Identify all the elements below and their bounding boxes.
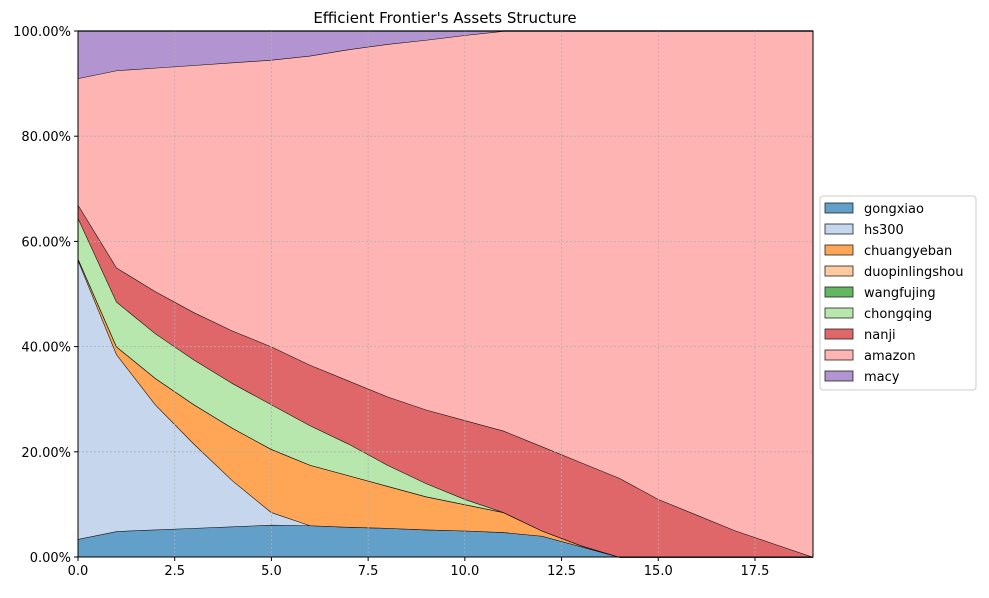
legend-swatch-wangfujing: [824, 286, 854, 298]
legend-label-nanji: nanji: [864, 328, 896, 343]
y-tick-label: 40.00%: [21, 341, 71, 356]
legend-swatch-hs300: [824, 223, 854, 235]
legend-label-macy: macy: [864, 370, 900, 385]
area-amazon: [78, 31, 813, 557]
x-tick-label: 17.5: [740, 564, 769, 579]
area-chuangyeban: [78, 258, 813, 557]
y-tick-label: 20.00%: [21, 446, 71, 461]
area-macy: [78, 31, 813, 79]
area-chongqing: [78, 217, 813, 558]
legend-label-amazon: amazon: [864, 349, 916, 364]
y-tick-label: 0.00%: [30, 551, 71, 566]
legend-swatch-macy: [824, 370, 854, 382]
legend-label-wangfujing: wangfujing: [864, 286, 936, 301]
plot-frame: [77, 30, 814, 558]
x-tick-label: 0.0: [68, 564, 89, 579]
area-hs300: [78, 259, 813, 557]
area-nanji: [78, 204, 813, 557]
legend-label-gongxiao: gongxiao: [864, 202, 924, 217]
x-tick-label: 12.5: [547, 564, 576, 579]
y-tick-label: 100.00%: [13, 25, 71, 40]
x-tick-label: 2.5: [164, 564, 185, 579]
area-gongxiao: [78, 524, 813, 557]
chart-title: Efficient Frontier's Assets Structure: [313, 9, 576, 27]
legend-swatch-chongqing: [824, 307, 854, 319]
legend-swatch-gongxiao: [824, 202, 854, 214]
y-tick-label: 60.00%: [21, 235, 71, 250]
legend: gongxiao hs300 chuangyeban duopinlingshou wa…: [819, 195, 977, 391]
legend-swatch-duopinlingshou: [824, 265, 854, 277]
legend-label-chongqing: chongqing: [864, 307, 932, 322]
legend-swatch-nanji: [824, 328, 854, 340]
legend-swatch-chuangyeban: [824, 244, 854, 256]
x-tick-label: 5.0: [261, 564, 282, 579]
x-tick-label: 10.0: [450, 564, 479, 579]
legend-frame: [819, 195, 977, 391]
legend-label-hs300: hs300: [864, 223, 904, 238]
x-tick-label: 15.0: [644, 564, 673, 579]
x-tick-label: 7.5: [358, 564, 379, 579]
legend-label-duopinlingshou: duopinlingshou: [864, 265, 963, 280]
legend-swatch-amazon: [824, 349, 854, 361]
y-tick-label: 80.00%: [21, 130, 71, 145]
legend-label-chuangyeban: chuangyeban: [864, 244, 952, 259]
